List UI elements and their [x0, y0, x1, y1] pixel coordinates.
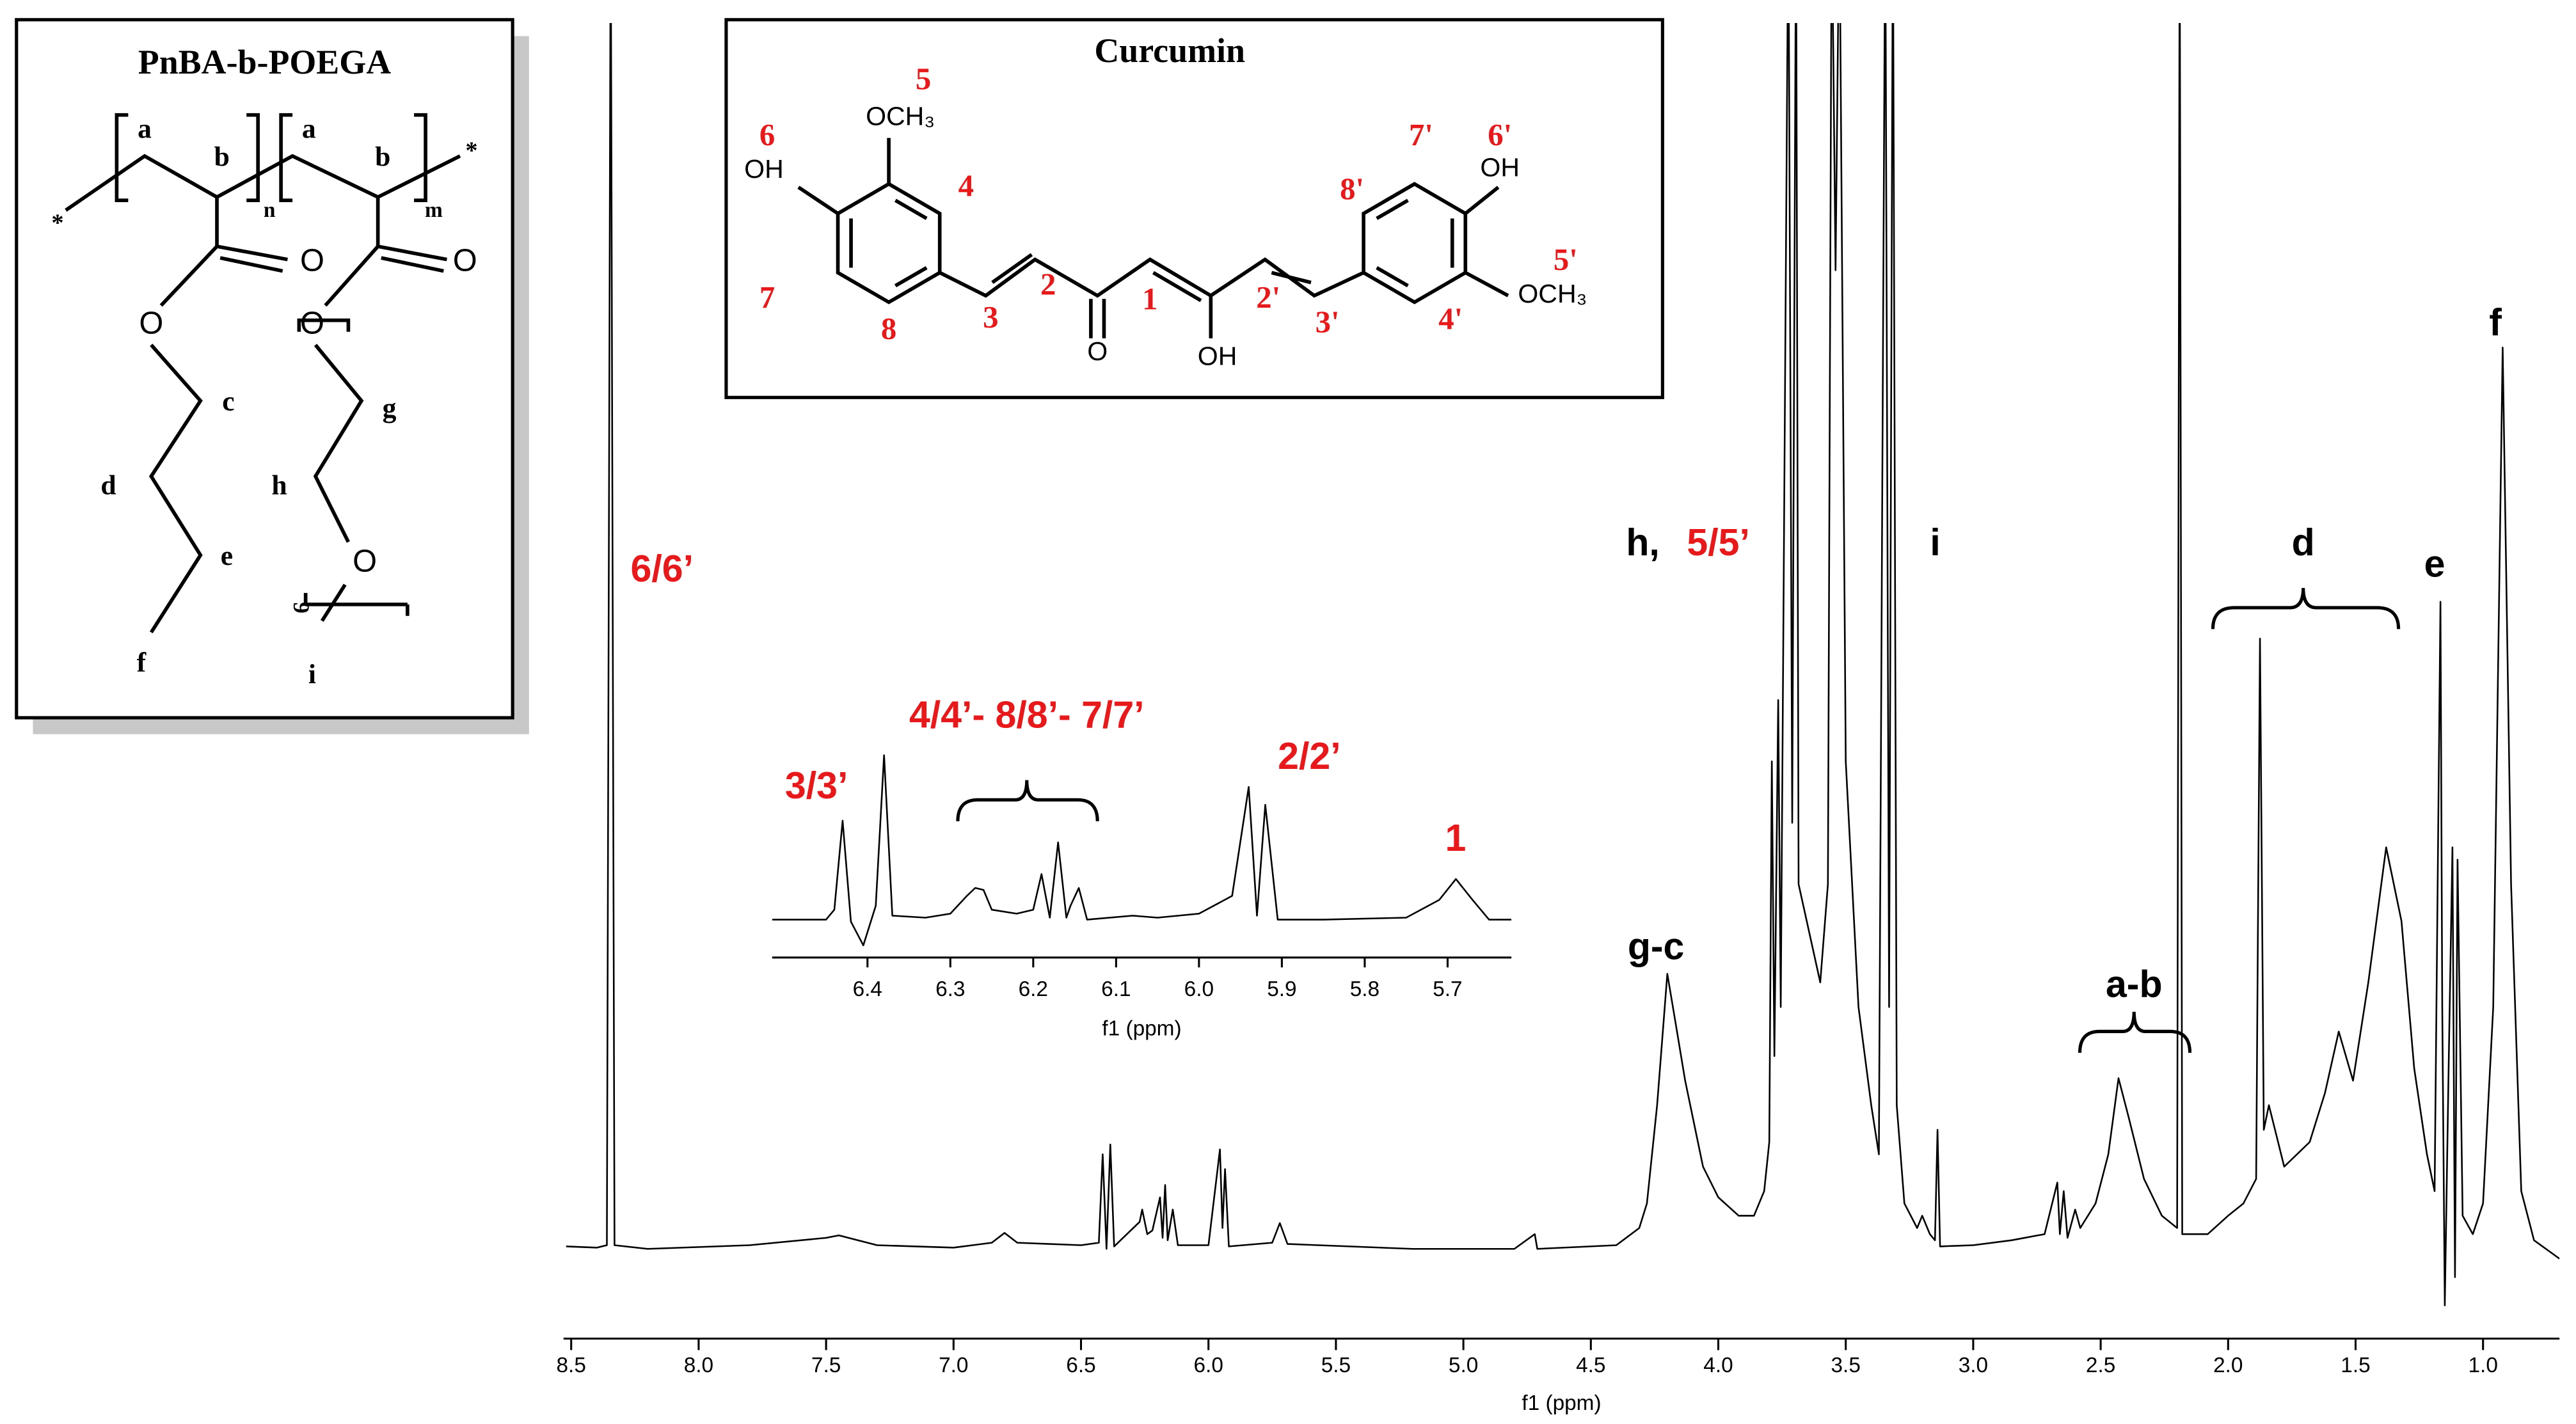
curcumin-label: 7'	[1409, 118, 1433, 152]
x-axis-label: f1 (ppm)	[1522, 1391, 1601, 1415]
polymer-label: O	[300, 244, 324, 278]
curcumin-bonds	[797, 138, 1509, 338]
brace	[956, 780, 1099, 821]
x-tick-label: 6.0	[1184, 977, 1214, 1001]
x-tick-label: 5.8	[1350, 977, 1379, 1001]
curcumin-label: 2'	[1256, 280, 1280, 315]
polymer-label: b	[375, 141, 390, 172]
x-tick-label: 4.0	[1703, 1354, 1733, 1377]
x-tick-label: 5.9	[1267, 977, 1296, 1001]
peak-label: 2/2’	[1278, 735, 1341, 777]
curcumin-label: OH	[1198, 342, 1237, 371]
polymer-label: d	[100, 470, 116, 501]
polymer-label: O	[353, 544, 377, 579]
curcumin-label: 4'	[1438, 301, 1463, 336]
x-tick-label: 8.0	[684, 1354, 713, 1377]
polymer-label: m	[425, 198, 443, 222]
x-tick-label: 6.5	[1066, 1354, 1095, 1377]
polymer-label: *	[465, 138, 477, 164]
polymer-label: h	[271, 470, 287, 501]
x-tick-label: 5.7	[1433, 977, 1462, 1001]
peak-label: 1	[1445, 817, 1466, 859]
polymer-label: a	[302, 113, 316, 144]
curcumin-label: 5	[916, 62, 931, 97]
polymer-label: f	[137, 647, 147, 678]
x-tick-label: 8.5	[557, 1354, 586, 1377]
peak-label: d	[2292, 521, 2315, 564]
curcumin-label: 8'	[1340, 172, 1364, 207]
curcumin-label: 3	[983, 300, 998, 335]
curcumin-label: OCH₃	[1518, 279, 1587, 308]
polymer-label: e	[221, 541, 233, 571]
curcumin-label: OH	[1480, 152, 1520, 182]
curcumin-title: Curcumin	[1094, 31, 1245, 70]
x-tick-label: 3.0	[1959, 1354, 1988, 1377]
peak-label: g-c	[1628, 926, 1685, 968]
x-tick-label: 6.2	[1019, 977, 1048, 1001]
x-tick-label: 5.5	[1321, 1354, 1351, 1377]
polymer-label: O	[300, 306, 324, 340]
polymer-label: *	[51, 210, 63, 237]
peak-label: 6/6’	[631, 548, 694, 590]
peak-label: h,	[1626, 521, 1659, 564]
x-axis-label: f1 (ppm)	[1102, 1017, 1181, 1041]
polymer-label: O	[453, 244, 477, 278]
x-tick-label: 2.5	[2086, 1354, 2115, 1377]
x-tick-label: 6.4	[853, 977, 882, 1001]
curcumin-label: 2	[1040, 267, 1056, 301]
polymer-bonds	[65, 113, 461, 633]
curcumin-label: OCH₃	[866, 102, 935, 131]
curcumin-label: 8	[881, 312, 896, 346]
peak-label: f	[2489, 301, 2502, 344]
x-tick-label: 4.5	[1576, 1354, 1605, 1377]
peak-label: e	[2424, 542, 2445, 585]
plot-area	[772, 754, 1512, 947]
polymer-label: n	[264, 198, 276, 222]
x-tick-label: 7.0	[939, 1354, 968, 1377]
x-tick-label: 6.0	[1194, 1354, 1223, 1377]
x-tick-label: 6.3	[935, 977, 965, 1001]
x-tick-label: 5.0	[1449, 1354, 1478, 1377]
peak-label: 3/3’	[785, 764, 848, 807]
x-tick-label: 2.0	[2213, 1354, 2243, 1377]
peak-label: 4/4’- 8/8’- 7/7’	[909, 694, 1145, 736]
peak-label: i	[1930, 521, 1940, 564]
brace	[2078, 1011, 2192, 1053]
x-tick-label: 1.0	[2469, 1354, 2498, 1377]
peak-label: a-b	[2106, 963, 2163, 1006]
curcumin-label: 3'	[1316, 305, 1340, 340]
curcumin-label: 1	[1142, 282, 1157, 317]
peak-label: 5/5’	[1687, 521, 1750, 564]
polymer-label: a	[138, 113, 152, 144]
curcumin-label: 5'	[1554, 242, 1578, 277]
polymer-label: g	[383, 393, 397, 423]
polymer-box	[15, 18, 514, 720]
curcumin-label: OH	[744, 154, 784, 184]
polymer-label: O	[139, 306, 163, 340]
polymer-label: b	[214, 141, 230, 172]
plot-area	[566, 22, 2560, 1306]
curcumin-box	[724, 18, 1664, 399]
brace	[2211, 588, 2401, 629]
x-tick-label: 1.5	[2341, 1354, 2370, 1377]
curcumin-label: 6'	[1488, 118, 1512, 152]
x-tick-label: 7.5	[811, 1354, 841, 1377]
polymer-title: PnBA-b-POEGA	[138, 43, 391, 81]
curcumin-label: 6	[759, 118, 775, 152]
x-tick-label: 6.1	[1101, 977, 1131, 1001]
polymer-label: c	[222, 386, 234, 417]
polymer-label: 9	[289, 602, 314, 613]
x-tick-label: 3.5	[1831, 1354, 1861, 1377]
curcumin-label: 4	[958, 168, 974, 203]
spectrum-line	[566, 22, 2560, 1306]
polymer-label: i	[308, 659, 316, 690]
curcumin-label: O	[1087, 336, 1108, 366]
curcumin-label: 7	[759, 280, 775, 315]
spectrum-line	[772, 754, 1512, 947]
